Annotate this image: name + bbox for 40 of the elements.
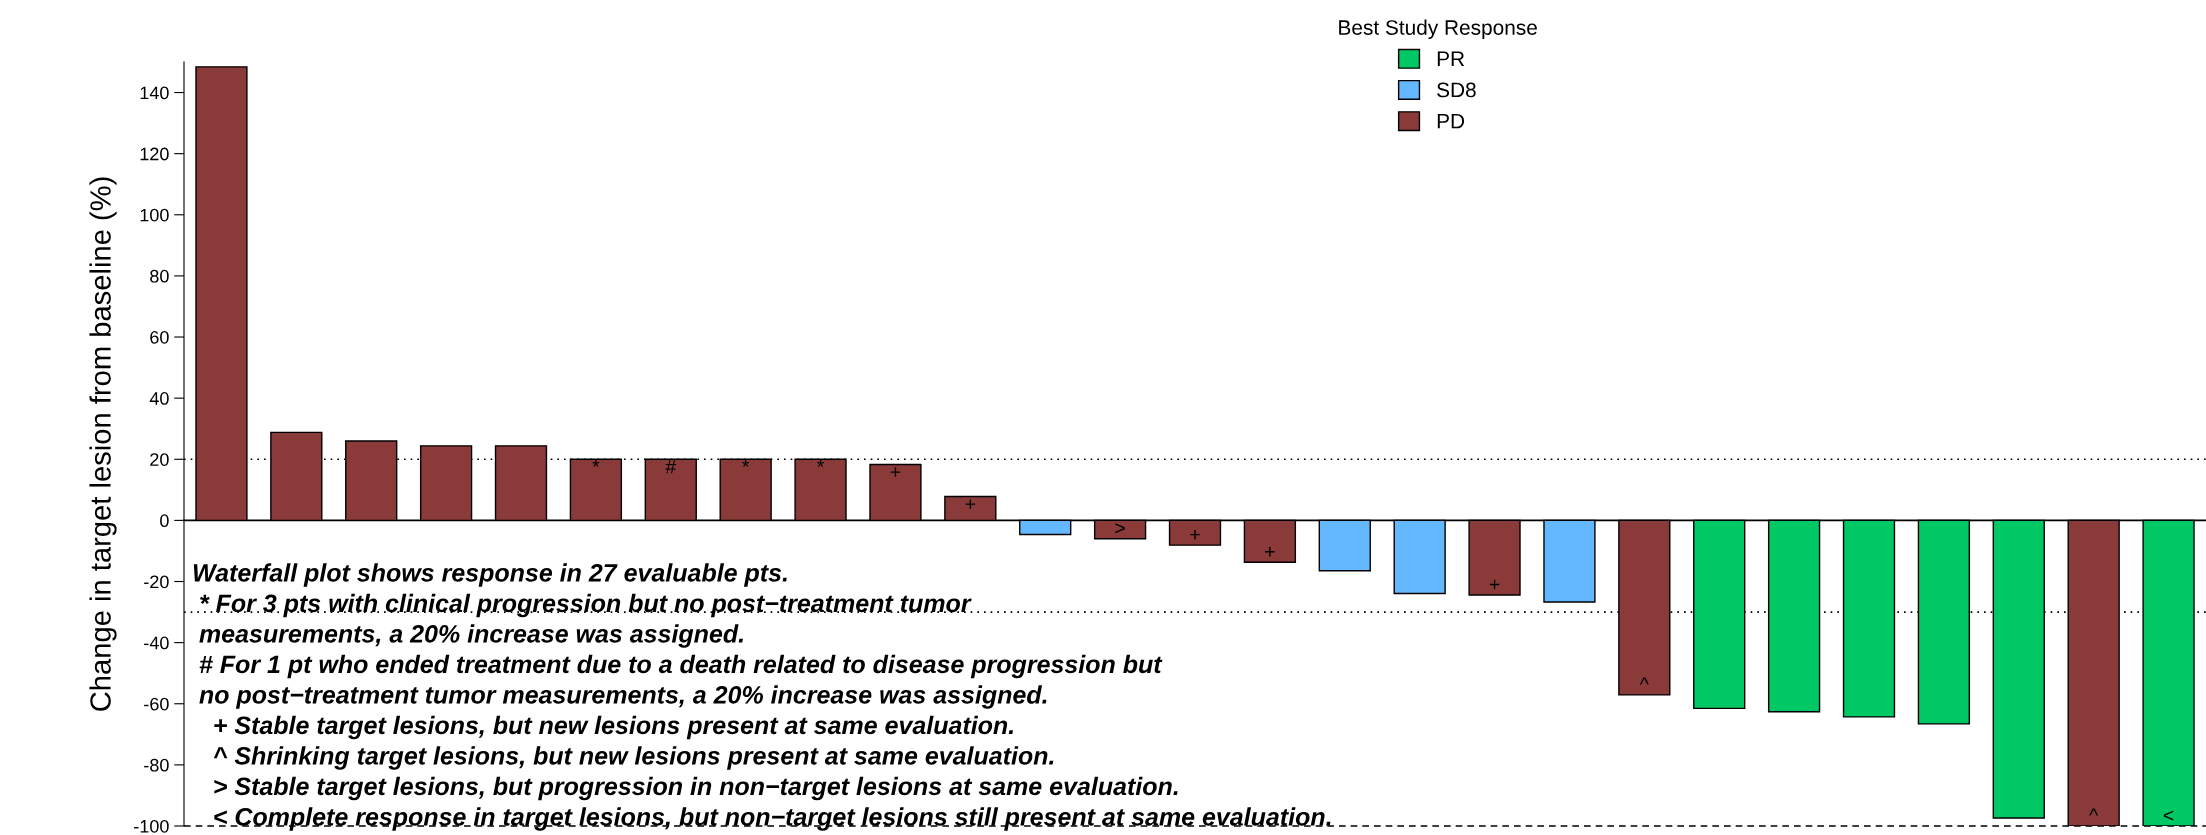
text: * [742, 459, 750, 467]
annotation: Waterfall plot shows response in 27 evaluable pts. [193, 563, 787, 587]
y-tick-label: -100 [134, 819, 169, 833]
y-tick-label: 120 [140, 147, 169, 161]
y-tick-label: 40 [149, 392, 169, 405]
annotation: ^ Shrinking target lesions, but new lesions present at same evaluation. [213, 746, 1054, 770]
y-tick-label: 60 [150, 330, 169, 344]
y-tick-label: 20 [150, 453, 169, 466]
annotation: # For 1 pt who ended treatment due to a death related to disease progression but [199, 654, 1163, 679]
y-tick-label: -80 [144, 758, 169, 772]
annotation: < Complete response in target lesions, but non−target lesions still present at same evaluation. [214, 807, 1331, 831]
text: ^ [2089, 808, 2099, 816]
text: > [1115, 523, 1125, 534]
legend-label: PR [1437, 51, 1465, 66]
annotation: measurements, a 20% increase was assigned. [199, 624, 743, 648]
legend-label: SD8 [1437, 82, 1476, 98]
annotation: > Stable target lesions, but progression in non−target lesions at same evaluation. [214, 776, 1178, 801]
y-axis-title: Change in target lesion from baseline (%) [89, 177, 117, 711]
text: < [2163, 810, 2174, 821]
text: ^ [1639, 677, 1649, 685]
y-tick-label: 80 [150, 269, 169, 283]
y-tick-label: 0 [160, 514, 169, 528]
text: + [890, 467, 901, 477]
legend-title: Best Study Response [1339, 19, 1537, 40]
text: + [965, 499, 976, 509]
text: + [1265, 547, 1275, 557]
y-tick-label: 100 [140, 208, 169, 222]
text: # [665, 460, 677, 474]
annotation: + Stable target lesions, but new lesions present at same evaluation. [214, 715, 1014, 740]
y-tick-label: -20 [144, 575, 169, 589]
text: * [817, 459, 825, 467]
y-tick-label: 140 [140, 86, 169, 100]
legend-label: PD [1437, 113, 1465, 129]
annotation: * For 3 pts with clinical progression but no post−treatment tumor [200, 593, 972, 618]
annotation: no post−treatment tumor measurements, a 20% increase was assigned. [199, 685, 1047, 709]
text: + [1489, 579, 1500, 590]
text: * [592, 459, 600, 467]
y-tick-label: -60 [144, 697, 169, 711]
text: + [1190, 529, 1200, 540]
y-tick-label: -40 [144, 636, 169, 650]
